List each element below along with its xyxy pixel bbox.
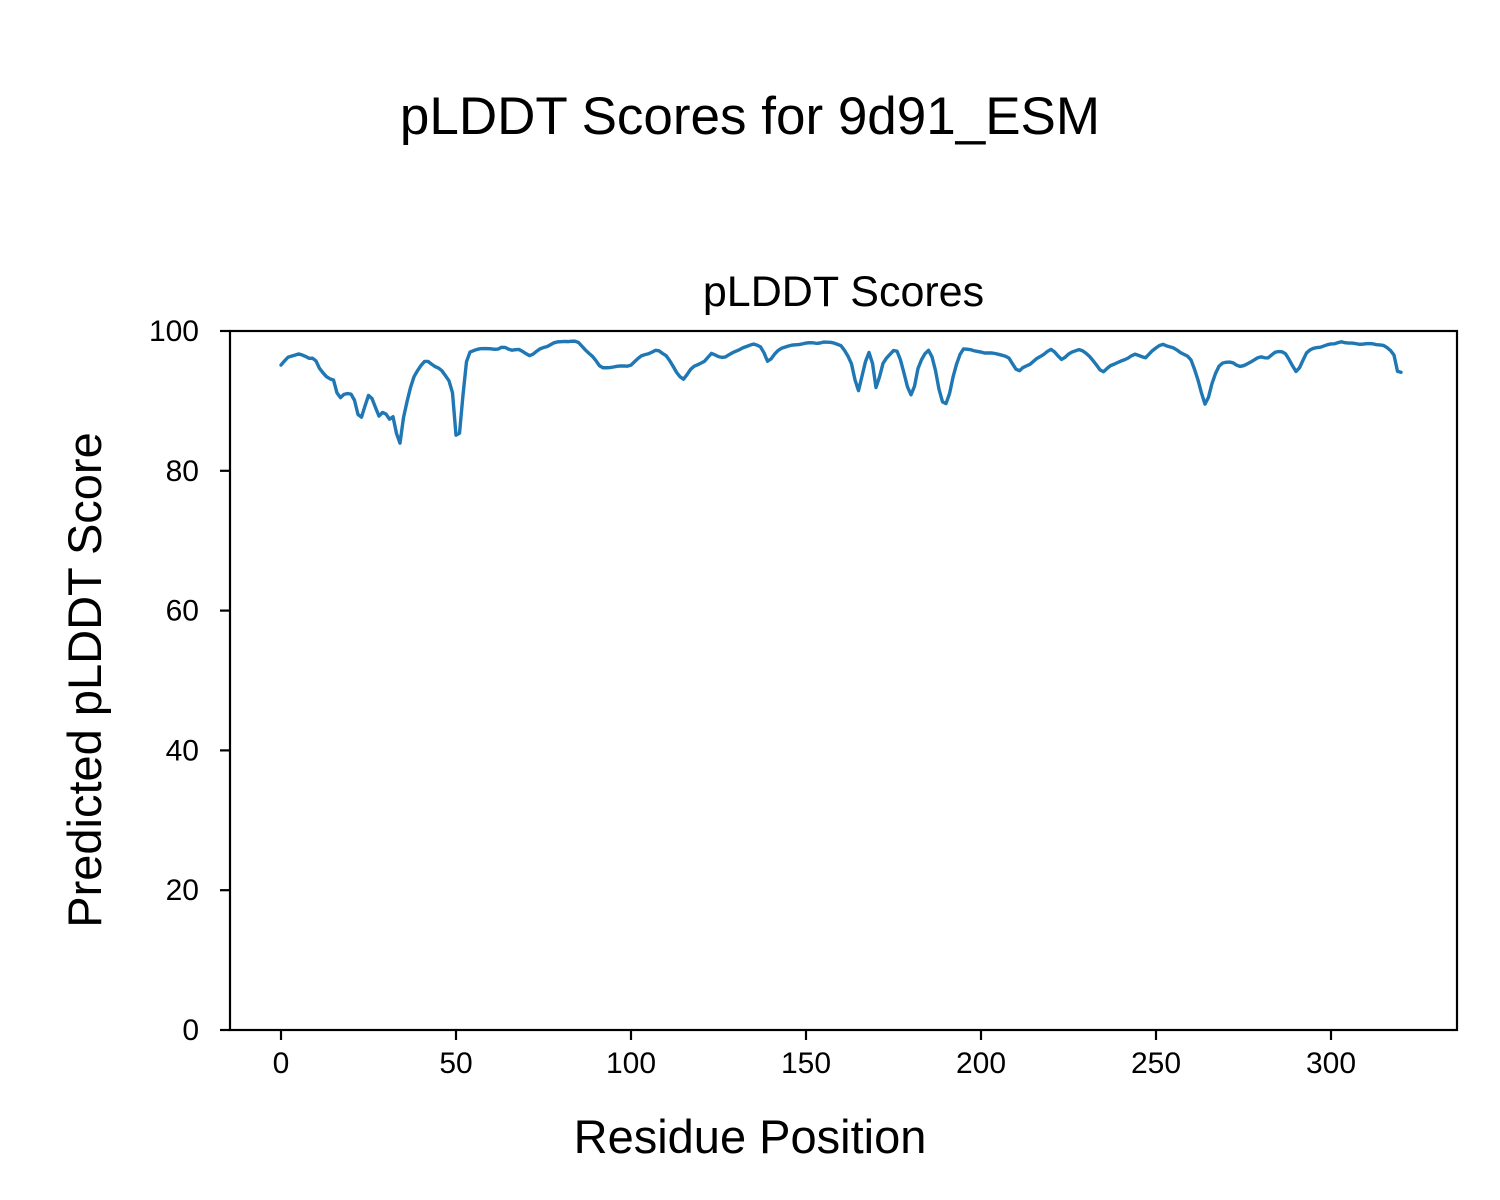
svg-text:80: 80 xyxy=(166,455,199,488)
svg-text:100: 100 xyxy=(606,1047,656,1080)
svg-text:250: 250 xyxy=(1131,1047,1181,1080)
svg-text:100: 100 xyxy=(149,315,199,348)
svg-text:150: 150 xyxy=(781,1047,831,1080)
svg-text:50: 50 xyxy=(439,1047,472,1080)
svg-text:300: 300 xyxy=(1306,1047,1356,1080)
svg-text:20: 20 xyxy=(166,874,199,907)
svg-text:200: 200 xyxy=(956,1047,1006,1080)
svg-text:60: 60 xyxy=(166,595,199,628)
svg-text:0: 0 xyxy=(273,1047,290,1080)
svg-text:0: 0 xyxy=(182,1014,199,1047)
svg-text:40: 40 xyxy=(166,734,199,767)
